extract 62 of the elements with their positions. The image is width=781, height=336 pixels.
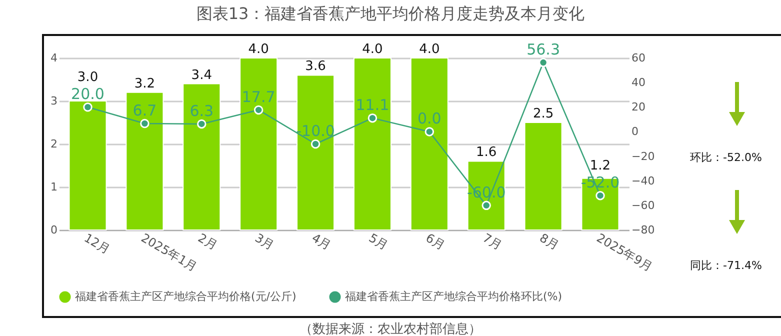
y2-tick-label: 0: [632, 125, 638, 138]
bar: [524, 122, 562, 230]
bar: [410, 58, 448, 230]
data-label: 4.0: [248, 42, 269, 57]
text: 同比：-71.4%: [690, 258, 762, 273]
bar: [182, 83, 221, 230]
y2-tick-label: −40: [632, 174, 655, 188]
y2-tick-label: 60: [632, 52, 646, 64]
legend-label: 福建省香蕉主产区产地综合平均价格(元/公斤): [75, 290, 296, 303]
x-tick-label: 4月: [310, 230, 334, 253]
y-tick-label: 1: [50, 180, 58, 194]
data-label: 11.1: [356, 96, 390, 114]
x-tick-label: 2月: [196, 230, 220, 253]
point: [254, 105, 264, 115]
y-tick-label: 4: [50, 52, 58, 64]
data-label: 3.4: [191, 68, 212, 83]
y-tick-label: 3: [50, 94, 58, 108]
bar: [353, 58, 392, 230]
x-tick-label: 12月: [82, 230, 112, 257]
point: [140, 118, 150, 128]
data-label: 4.0: [419, 42, 440, 57]
y2-tick-label: 20: [632, 100, 646, 114]
data-label: 6.7: [132, 101, 157, 120]
data-label: 2.5: [532, 106, 554, 122]
data-label: 3.2: [134, 76, 156, 92]
x-tick-label: 3月: [252, 230, 277, 253]
point: [368, 113, 378, 123]
y2-tick-label: 40: [632, 76, 646, 90]
point: [482, 200, 491, 210]
y2-tick-label: −60: [632, 198, 655, 212]
data-label: 1.2: [590, 158, 611, 174]
text: （数据来源：农业农村部信息）: [298, 321, 482, 336]
bar: [126, 92, 164, 230]
point: [83, 102, 92, 112]
bar: [68, 100, 107, 230]
data-label: 17.7: [242, 88, 276, 106]
bar: [296, 74, 335, 230]
y2-tick-label: −80: [632, 224, 655, 236]
data-label: 56.3: [526, 40, 560, 59]
data-label: 6.3: [190, 102, 214, 120]
x-tick-label: 7月: [480, 230, 504, 253]
y2-tick-label: −20: [632, 150, 655, 163]
point: [310, 139, 320, 149]
point: [538, 58, 548, 68]
data-label: 20.0: [71, 85, 104, 104]
point: [596, 190, 605, 200]
data-label: 1.6: [476, 145, 497, 160]
legend-label: 福建省香蕉主产区产地综合平均价格环比(%): [345, 290, 562, 303]
point: [424, 127, 434, 136]
y-tick-label: 0: [50, 224, 58, 236]
y-tick-label: 2: [50, 138, 58, 150]
x-tick-label: 8月: [537, 230, 562, 253]
bar: [240, 58, 278, 230]
x-tick-label: 5月: [366, 230, 390, 253]
x-tick-label: 6月: [423, 230, 448, 253]
data-label: 0.0: [417, 110, 442, 128]
data-label: 3.6: [305, 59, 326, 74]
data-label: 4.0: [362, 42, 383, 57]
chart-title: 图表13：福建省香蕉产地平均价格月度走势及本月变化: [195, 4, 586, 25]
point: [197, 119, 206, 129]
data-label: 3.0: [77, 70, 98, 86]
text: 环比：-52.0%: [690, 150, 762, 165]
